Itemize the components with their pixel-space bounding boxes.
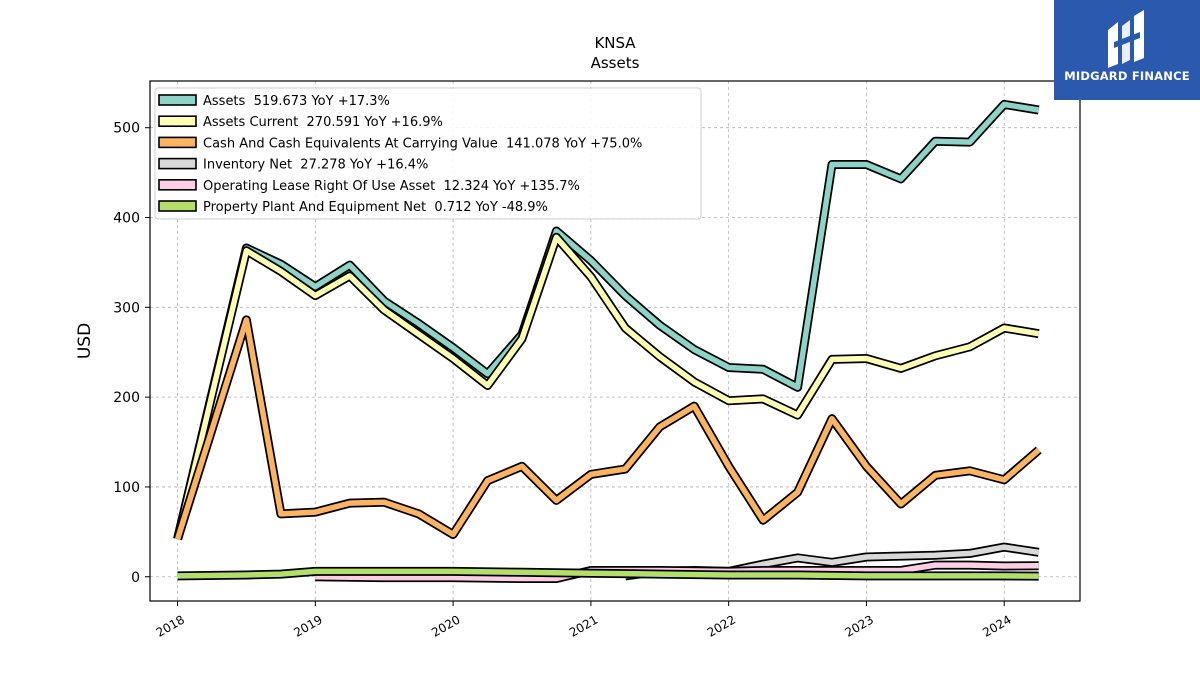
x-tick-label: 2023 <box>842 612 875 639</box>
legend-label-3: Inventory Net 27.278 YoY +16.4% <box>203 158 428 173</box>
y-tick-label: 300 <box>113 300 140 316</box>
series-line-4 <box>315 562 1039 582</box>
legend-label-2: Cash And Cash Equivalents At Carrying Va… <box>203 136 642 151</box>
plot-frame <box>149 80 1081 602</box>
series-lines <box>173 99 1042 583</box>
x-tick-label: 2024 <box>980 612 1013 639</box>
series-outline-2 <box>173 315 1042 541</box>
legend-label-5: Property Plant And Equipment Net 0.712 Y… <box>203 200 548 215</box>
legend-swatch-3 <box>158 157 197 170</box>
series-line-2 <box>174 317 1041 540</box>
legend-swatch-2 <box>158 136 197 149</box>
y-axis: 0 100 200 300 400 500 <box>113 121 150 586</box>
legend-swatch-5 <box>158 200 197 212</box>
x-tick-label: 2018 <box>154 612 187 639</box>
chart-subtitle: Assets <box>591 54 640 72</box>
series-line-1 <box>174 234 1040 540</box>
legend-swatch-1 <box>158 115 197 127</box>
legend-swatch-0 <box>158 94 197 106</box>
y-tick-label: 400 <box>113 211 140 227</box>
midgard-logo-icon <box>1108 10 1144 68</box>
series-line-0 <box>174 101 1040 540</box>
x-tick-label: 2019 <box>291 612 324 639</box>
legend-swatch-4 <box>158 179 197 191</box>
x-tick-label: 2020 <box>429 612 462 639</box>
series-line-5 <box>177 568 1039 579</box>
y-tick-label: 200 <box>113 390 140 406</box>
legend-box <box>154 87 702 220</box>
x-axis: 2018 2019 2020 2021 2022 2023 2024 <box>154 601 1014 640</box>
legend: Assets 519.673 YoY +17.3% Assets Current … <box>154 87 702 220</box>
brand-name: MIDGARD FINANCE <box>1064 69 1190 83</box>
y-axis-label: USD <box>75 323 95 359</box>
y-tick-label: 0 <box>131 570 140 586</box>
brand-logo: MIDGARD FINANCE <box>1054 0 1200 100</box>
chart-title: KNSA <box>594 34 636 52</box>
legend-label-0: Assets 519.673 YoY +17.3% <box>203 94 390 109</box>
y-tick-label: 100 <box>113 480 140 496</box>
y-tick-label: 500 <box>113 121 140 137</box>
legend-label-4: Operating Lease Right Of Use Asset 12.32… <box>203 179 580 194</box>
x-tick-label: 2022 <box>705 612 738 639</box>
legend-label-1: Assets Current 270.591 YoY +16.9% <box>203 115 443 130</box>
x-tick-label: 2021 <box>567 612 600 639</box>
